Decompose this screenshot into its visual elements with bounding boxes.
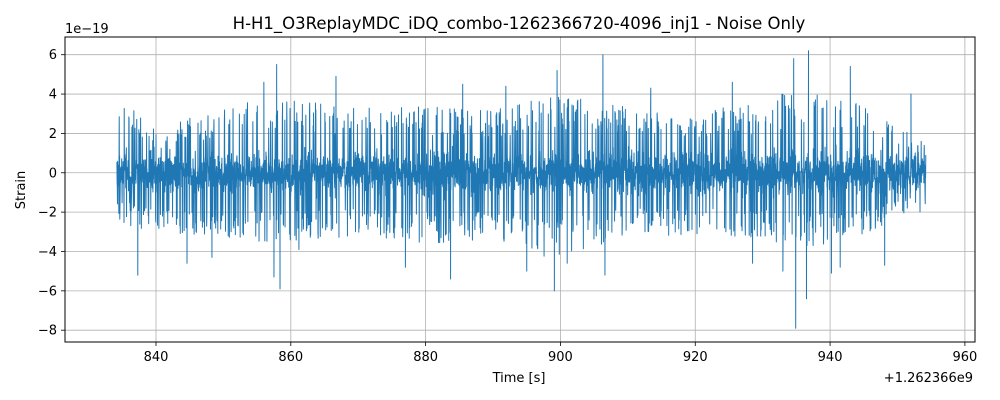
y-tick-label: −4 bbox=[38, 245, 57, 260]
y-tick-label: 2 bbox=[49, 127, 57, 142]
strain-series bbox=[116, 50, 927, 329]
axis-ticks: 840 860 880 900 920 940 960 −8 −6 −4 −2 0 2 4 6 bbox=[38, 48, 977, 365]
x-tick-label: 940 bbox=[818, 350, 843, 365]
strain-series-line bbox=[116, 50, 927, 329]
x-tick-label: 840 bbox=[144, 350, 169, 365]
y-scale-label: 1e−19 bbox=[65, 22, 109, 37]
chart-title: H-H1_O3ReplayMDC_iDQ_combo-1262366720-40… bbox=[233, 14, 806, 34]
y-axis-label: Strain bbox=[14, 171, 29, 210]
x-offset-label: +1.262366e9 bbox=[884, 371, 973, 386]
y-tick-label: −8 bbox=[38, 324, 57, 339]
x-tick-label: 880 bbox=[413, 350, 438, 365]
x-tick-label: 900 bbox=[548, 350, 573, 365]
plot-frame bbox=[64, 36, 976, 343]
y-tick-label: −2 bbox=[38, 206, 57, 221]
y-tick-label: 6 bbox=[49, 48, 57, 63]
x-tick-label: 920 bbox=[683, 350, 708, 365]
x-tick-label: 860 bbox=[278, 350, 303, 365]
x-axis-label: Time [s] bbox=[492, 371, 546, 386]
y-tick-label: 4 bbox=[49, 88, 57, 103]
y-tick-label: 0 bbox=[49, 166, 57, 181]
y-tick-label: −6 bbox=[38, 284, 57, 299]
x-tick-label: 960 bbox=[952, 350, 977, 365]
